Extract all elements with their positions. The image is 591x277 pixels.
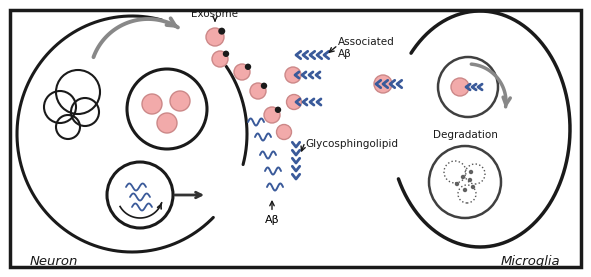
Circle shape xyxy=(471,185,475,189)
Text: Aβ: Aβ xyxy=(265,201,280,225)
Circle shape xyxy=(277,124,291,140)
Circle shape xyxy=(275,107,281,113)
Circle shape xyxy=(469,170,473,174)
Circle shape xyxy=(451,78,469,96)
Circle shape xyxy=(206,28,224,46)
Text: Exosome: Exosome xyxy=(191,9,239,19)
Circle shape xyxy=(170,91,190,111)
Circle shape xyxy=(245,64,251,70)
Circle shape xyxy=(234,64,250,80)
Circle shape xyxy=(374,75,392,93)
Circle shape xyxy=(261,83,267,89)
Circle shape xyxy=(287,94,301,109)
Circle shape xyxy=(157,113,177,133)
Circle shape xyxy=(250,83,266,99)
Circle shape xyxy=(285,67,301,83)
Text: Microglia: Microglia xyxy=(501,255,560,268)
Text: Glycosphingolipid: Glycosphingolipid xyxy=(305,139,398,149)
Circle shape xyxy=(142,94,162,114)
Circle shape xyxy=(455,182,459,186)
Circle shape xyxy=(463,188,467,192)
Circle shape xyxy=(212,51,228,67)
Text: Degradation: Degradation xyxy=(433,130,498,140)
Circle shape xyxy=(218,28,225,35)
Text: Associated
Aβ: Associated Aβ xyxy=(338,37,395,59)
Text: Neuron: Neuron xyxy=(30,255,79,268)
Circle shape xyxy=(461,175,465,179)
Circle shape xyxy=(468,178,472,182)
Circle shape xyxy=(223,51,229,57)
Circle shape xyxy=(264,107,280,123)
